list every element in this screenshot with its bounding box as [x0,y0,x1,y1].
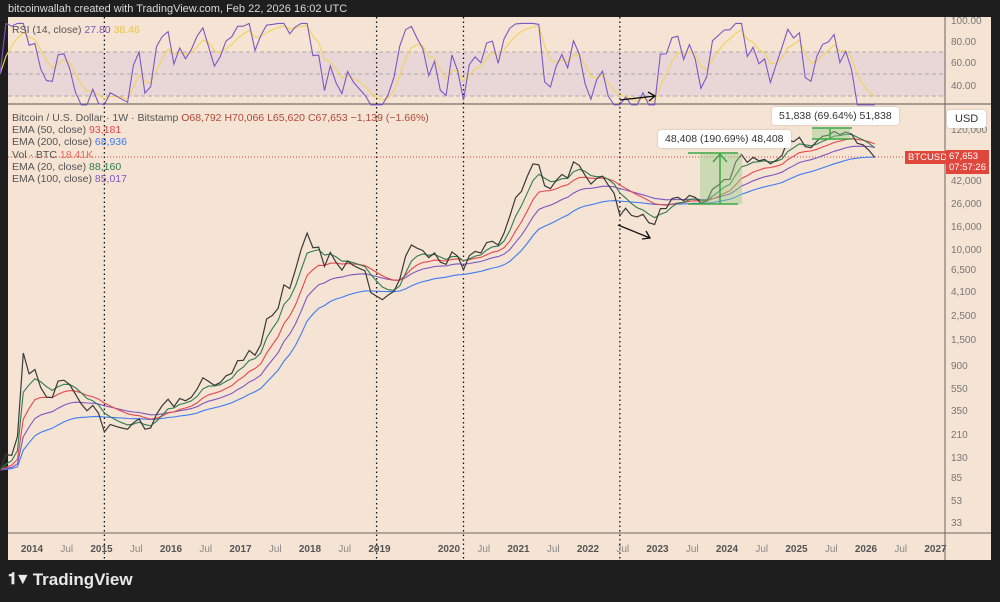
price-tick-label: 33 [951,518,963,529]
time-tick-label: 2018 [299,544,322,555]
ohlc-close: C67,653 [307,112,348,124]
rsi-ma-value: 38.46 [113,24,140,36]
price-tick-label: 900 [951,361,968,372]
currency-button[interactable]: USD [947,110,987,128]
ema50-value: 93,181 [89,124,122,137]
rsi-tick-label: 100.00 [951,16,982,27]
time-tick-label: 2026 [855,544,878,555]
time-tick-label: 2024 [716,544,739,555]
time-tick-label: Jul [60,544,73,555]
ema50-line [0,138,875,471]
ema20-label: EMA (20, close) [12,160,87,173]
time-tick-label: 2015 [90,544,113,555]
time-tick-label: 2016 [160,544,183,555]
time-tick-label: 2019 [368,544,391,555]
ema20-line [0,133,876,471]
time-tick-label: Jul [130,544,143,555]
price-tick-label: 4,100 [951,287,976,298]
price-tick-label: 10,000 [951,245,982,256]
time-tick-label: Jul [686,544,699,555]
measure-box-1[interactable] [688,152,742,205]
divergence-arrows[interactable] [617,91,657,240]
ema200-value: 68,936 [94,136,127,149]
time-tick-label: Jul [894,544,907,555]
time-tick-label: Jul [547,544,560,555]
tradingview-logo-icon: 𝟏▼ [8,571,31,588]
symbol-label: Bitcoin / U.S. Dollar · 1W · Bitstamp [12,112,179,124]
ema20-value: 88,160 [89,160,122,173]
price-tick-label: 350 [951,406,968,417]
tradingview-logo[interactable]: 𝟏▼ TradingView [8,570,133,590]
legend-ema100[interactable]: EMA (100, close) 85,017 [12,173,429,185]
header-credit: bitcoinwallah created with TradingView.c… [8,3,348,15]
legend-ema50[interactable]: EMA (50, close) 93,181 [12,124,429,136]
price-tick-label: 210 [951,430,968,441]
measure-box-2[interactable] [812,127,852,140]
last-price: 67,653 [949,151,979,162]
time-tick-label: Jul [616,544,629,555]
time-tick-label: Jul [825,544,838,555]
time-tick-label: 2017 [229,544,252,555]
ema200-label: EMA (200, close) [12,136,92,149]
price-tick-label: 6,500 [951,265,976,276]
measure-label-2[interactable]: 51,838 (69.64%) 51,838 [772,107,899,125]
time-tick-label: Jul [755,544,768,555]
price-tick-label: 42,000 [951,176,982,187]
time-tick-label: 2022 [577,544,600,555]
measure-label-1[interactable]: 48,408 (190.69%) 48,408 [658,130,791,148]
rsi-tick-label: 60.00 [951,58,976,69]
symbol-tag: BTCUSD [905,151,951,164]
rsi-value: 27.80 [84,24,111,36]
ema50-label: EMA (50, close) [12,124,87,137]
rsi-legend: RSI (14, close) 27.80 38.46 [12,24,140,36]
time-tick-label: Jul [199,544,212,555]
rsi-tick-label: 40.00 [951,81,976,92]
time-tick-label: 2014 [21,544,44,555]
vol-value: 18.41K [59,148,94,161]
ohlc-low: L65,620 [267,112,306,124]
price-tick-label: 130 [951,453,968,464]
vol-label: Vol · BTC [12,148,57,161]
time-tick-label: 2020 [438,544,461,555]
ohlc-open: O68,792 [181,112,222,124]
ema100-line [0,145,875,471]
ema100-label: EMA (100, close) [12,173,92,186]
time-tick-label: Jul [338,544,351,555]
rsi-line [0,22,875,106]
legend-ema20[interactable]: EMA (20, close) 88,160 [12,161,429,173]
ohlc-change: −1,139 (−1.66%) [350,112,429,124]
time-tick-label: Jul [269,544,282,555]
rsi-ma-line [0,24,876,103]
price-tick-label: 120,000 [951,125,988,136]
logo-text: TradingView [32,570,133,589]
legend-ema200[interactable]: EMA (200, close) 68,936 [12,136,429,148]
last-price-tag: 67,653 07:57:26 [946,150,989,174]
price-tick-label: 53 [951,496,963,507]
rsi-label: RSI (14, close) [12,24,82,36]
time-tick-label: 2021 [507,544,530,555]
ema100-value: 85,017 [94,173,127,186]
rsi-tick-label: 80.00 [951,37,976,48]
rsi-levels [8,51,945,97]
ema200-line [0,156,875,471]
legend-volume[interactable]: Vol · BTC 18.41K [12,149,429,161]
price-tick-label: 85 [951,473,963,484]
time-tick-label: Jul [477,544,490,555]
ohlc-high: H70,066 [224,112,265,124]
time-tick-label: 2023 [646,544,669,555]
price-tick-label: 550 [951,384,968,395]
bar-countdown: 07:57:26 [949,162,986,173]
time-tick-label: 2025 [785,544,808,555]
price-series [0,130,876,471]
main-legend: Bitcoin / U.S. Dollar · 1W · Bitstamp O6… [12,112,429,185]
symbol-row[interactable]: Bitcoin / U.S. Dollar · 1W · Bitstamp O6… [12,112,429,124]
price-tick-label: 16,000 [951,222,982,233]
price-tick-label: 1,500 [951,335,976,346]
price-tick-label: 2,500 [951,311,976,322]
chart-background [8,17,991,560]
time-tick-label: 2027 [924,544,947,555]
price-tick-label: 26,000 [951,199,982,210]
